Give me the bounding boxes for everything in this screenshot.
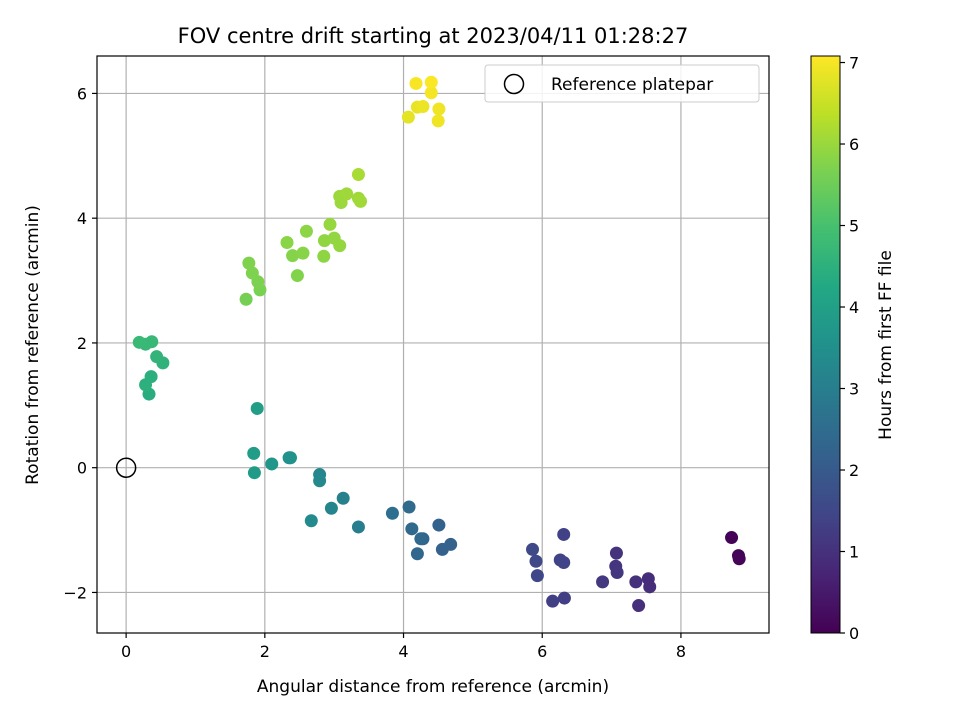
scatter-points (132, 75, 746, 613)
data-point (351, 520, 365, 534)
colorbar-tick-label: 0 (849, 624, 859, 643)
data-point (150, 350, 164, 364)
colorbar-tick-label: 1 (849, 543, 859, 562)
data-point (401, 110, 415, 124)
colorbar (810, 55, 841, 634)
data-point (632, 599, 646, 613)
y-tick-label: 6 (77, 84, 87, 103)
data-point (239, 292, 253, 306)
legend-marker-icon (503, 73, 525, 95)
data-point (304, 514, 318, 528)
data-point (242, 256, 256, 270)
data-point (526, 542, 540, 556)
data-point (409, 76, 423, 90)
data-point (424, 86, 438, 100)
reference-platepar-marker (115, 457, 137, 478)
data-point (557, 527, 571, 541)
data-point (444, 537, 458, 551)
data-point (643, 580, 657, 594)
data-point (324, 501, 338, 515)
colorbar-tick-label: 2 (849, 461, 859, 480)
data-point (414, 532, 428, 546)
x-tick-label: 8 (676, 642, 686, 661)
data-point (410, 547, 424, 561)
data-point (351, 168, 365, 182)
data-point (385, 506, 399, 520)
y-tick-label: 2 (77, 334, 87, 353)
data-point (610, 565, 624, 579)
plot-frame (96, 55, 770, 634)
data-point (609, 546, 623, 560)
data-point (247, 466, 261, 480)
colorbar-tick-label: 7 (849, 54, 859, 73)
data-point (530, 569, 544, 583)
data-point (557, 556, 571, 570)
y-tick-label: −2 (63, 583, 87, 602)
data-point (424, 75, 438, 89)
axis-ticks: 0 2 4 6 8 −2 0 2 4 6 (63, 84, 686, 661)
colorbar-tick-label: 4 (849, 298, 859, 317)
data-point (732, 552, 746, 566)
x-tick-label: 6 (537, 642, 547, 661)
data-point (405, 522, 419, 536)
colorbar-tick-label: 5 (849, 217, 859, 236)
x-axis-label: Angular distance from reference (arcmin) (257, 677, 609, 697)
data-point (296, 246, 310, 260)
chart-title: FOV centre drift starting at 2023/04/11 … (178, 24, 689, 48)
data-point (629, 575, 643, 589)
y-tick-label: 0 (77, 459, 87, 478)
data-point (432, 102, 446, 116)
data-point (280, 236, 294, 250)
data-point (354, 194, 368, 208)
data-point (557, 591, 571, 605)
y-tick-label: 4 (77, 209, 87, 228)
data-point (432, 518, 446, 532)
data-point (546, 594, 560, 608)
x-tick-label: 2 (260, 642, 270, 661)
x-tick-label: 4 (398, 642, 408, 661)
data-point (323, 217, 337, 231)
data-point (596, 575, 610, 589)
data-point (416, 100, 430, 114)
data-point (290, 269, 304, 283)
colorbar-ticks: 0 1 2 3 4 5 6 7 (840, 54, 859, 643)
data-point (265, 457, 279, 471)
data-point (250, 401, 264, 415)
colorbar-tick-label: 6 (849, 135, 859, 154)
data-point (725, 531, 739, 545)
colorbar-label: Hours from first FF file (876, 250, 896, 440)
data-point (402, 500, 416, 514)
data-point (317, 249, 331, 263)
data-point (336, 491, 350, 505)
data-point (333, 239, 347, 253)
data-point (431, 114, 445, 128)
data-point (340, 187, 354, 201)
y-axis-label: Rotation from reference (arcmin) (23, 205, 43, 485)
data-point (247, 446, 261, 460)
data-point (529, 554, 543, 568)
data-point (317, 234, 331, 248)
legend-label: Reference platepar (551, 75, 713, 95)
grid-lines (97, 56, 769, 633)
data-point (313, 474, 327, 488)
data-point (245, 266, 259, 280)
data-point (139, 378, 153, 392)
legend-box (484, 64, 760, 103)
x-tick-label: 0 (121, 642, 131, 661)
data-point (299, 224, 313, 238)
data-point (132, 335, 146, 349)
data-point (286, 249, 300, 263)
legend: Reference platepar (484, 64, 760, 103)
data-point (283, 451, 297, 465)
colorbar-tick-label: 3 (849, 380, 859, 399)
